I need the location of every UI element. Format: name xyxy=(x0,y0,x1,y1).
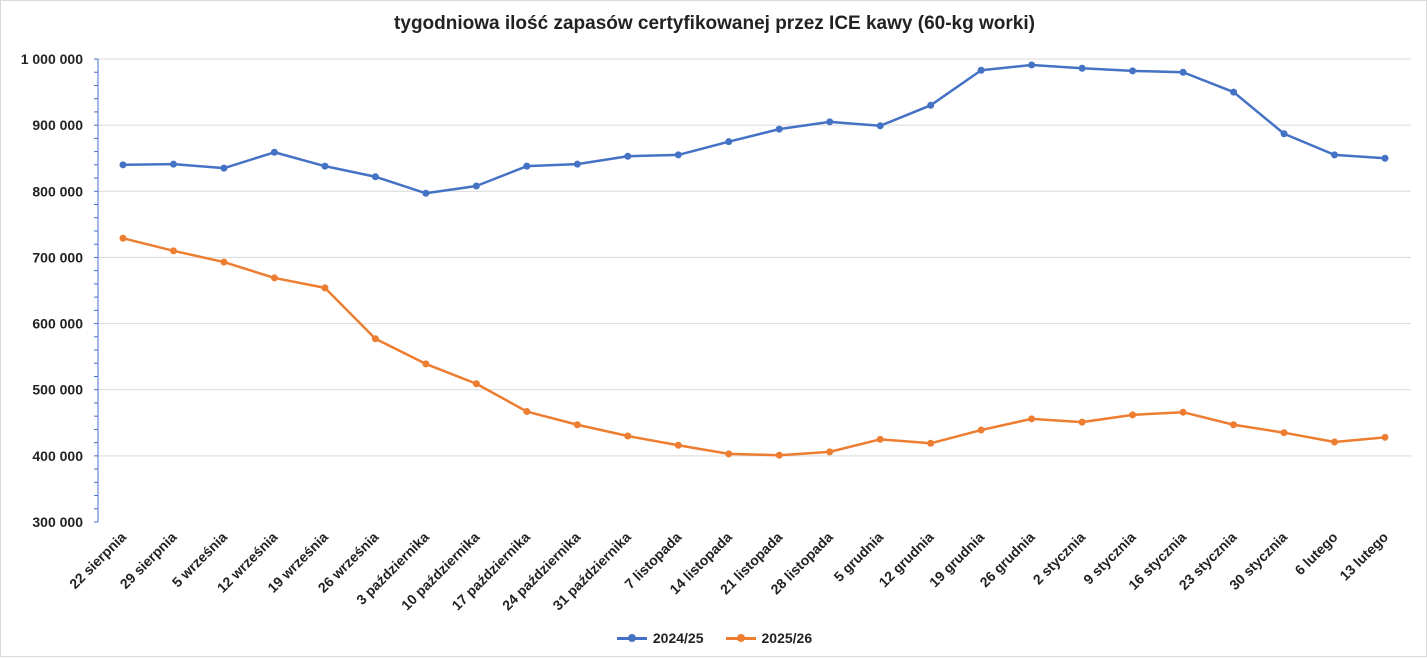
data-point xyxy=(1331,438,1339,446)
data-point xyxy=(119,234,127,242)
data-point xyxy=(1028,415,1036,423)
data-point xyxy=(1179,68,1187,76)
data-point xyxy=(725,138,733,146)
data-point xyxy=(220,258,228,266)
legend-swatch-2024-25 xyxy=(616,633,647,642)
data-point xyxy=(624,152,632,160)
data-point xyxy=(321,284,329,292)
x-tick-label: 2 stycznia xyxy=(1030,529,1089,588)
data-point xyxy=(775,451,783,459)
x-tick-label: 13 lutego xyxy=(1336,529,1391,584)
data-point xyxy=(573,160,581,168)
data-point xyxy=(573,421,581,429)
series-line-0 xyxy=(122,63,1386,195)
y-tick-label: 300 000 xyxy=(32,514,83,530)
legend-label: 2025/26 xyxy=(761,630,813,646)
data-point xyxy=(1028,61,1036,69)
data-point xyxy=(725,450,733,458)
data-point xyxy=(422,360,430,368)
data-point xyxy=(1381,154,1389,162)
data-point xyxy=(927,439,935,447)
data-point xyxy=(472,182,480,190)
data-point xyxy=(977,426,985,434)
data-point xyxy=(422,189,430,197)
data-point xyxy=(523,162,531,170)
data-point xyxy=(1230,421,1238,429)
legend: 2024/25 2025/26 xyxy=(1,630,1427,646)
chart-title: tygodniowa ilość zapasów certyfikowanej … xyxy=(394,13,1035,34)
data-point xyxy=(1078,64,1086,72)
legend-label: 2024/25 xyxy=(652,630,704,646)
legend-swatch-2025-26 xyxy=(725,633,756,642)
x-tick-label: 26 grudnia xyxy=(976,529,1038,591)
data-point xyxy=(977,66,985,74)
data-point xyxy=(371,173,379,181)
data-point xyxy=(674,441,682,449)
data-point xyxy=(371,335,379,343)
data-point xyxy=(472,380,480,388)
data-point xyxy=(927,101,935,109)
data-point xyxy=(624,432,632,440)
data-point xyxy=(321,162,329,170)
data-point xyxy=(119,161,127,169)
y-tick-label: 500 000 xyxy=(32,382,83,398)
data-point xyxy=(1280,130,1288,138)
data-point xyxy=(1179,408,1187,416)
data-point xyxy=(674,151,682,159)
y-tick-label: 800 000 xyxy=(32,183,83,199)
data-point xyxy=(169,160,177,168)
data-point xyxy=(220,164,228,172)
data-point xyxy=(1331,151,1339,159)
data-point xyxy=(1230,88,1238,96)
data-point xyxy=(876,435,884,443)
data-point xyxy=(1280,429,1288,437)
y-tick-label: 700 000 xyxy=(32,249,83,265)
series-line-1 xyxy=(122,237,1386,457)
data-point xyxy=(1078,418,1086,426)
data-point xyxy=(1129,411,1137,419)
data-point xyxy=(169,247,177,255)
data-point xyxy=(826,448,834,456)
y-tick-label: 400 000 xyxy=(32,448,83,464)
x-tick-label: 6 lutego xyxy=(1291,529,1340,578)
data-point xyxy=(1129,67,1137,75)
legend-item-2025-26: 2025/26 xyxy=(725,630,813,646)
data-point xyxy=(826,118,834,126)
legend-item-2024-25: 2024/25 xyxy=(616,630,704,646)
data-point xyxy=(1381,433,1389,441)
y-tick-label: 600 000 xyxy=(32,316,83,332)
data-point xyxy=(523,408,531,416)
data-point xyxy=(876,122,884,130)
data-point xyxy=(270,274,278,282)
y-tick-label: 1 000 000 xyxy=(21,51,83,67)
y-tick-label: 900 000 xyxy=(32,117,83,133)
data-point xyxy=(270,148,278,156)
data-point xyxy=(775,125,783,133)
